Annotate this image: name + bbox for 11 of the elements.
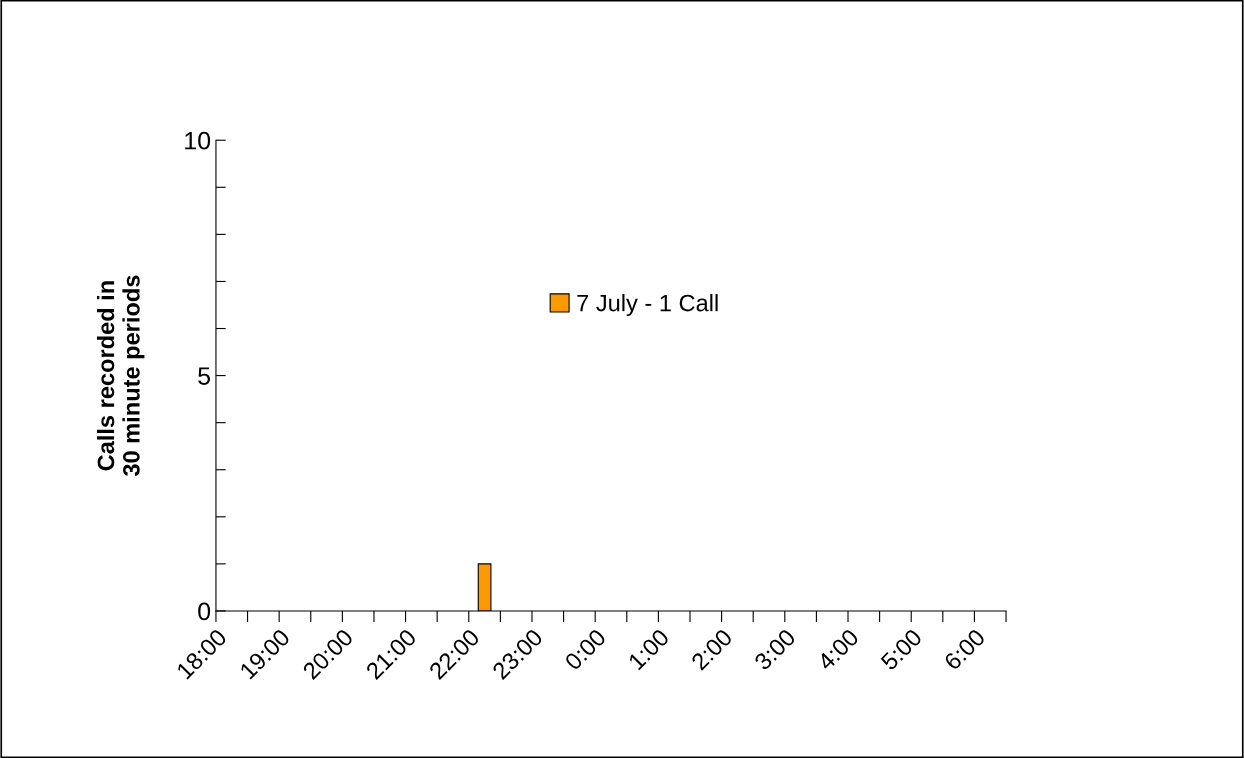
x-tick-label: 6:00: [943, 628, 987, 671]
y-tick-label: 5: [198, 367, 211, 385]
y-tick-label: 10: [185, 131, 211, 150]
legend-label: 7 July - 1 Call: [577, 294, 718, 317]
x-tick-label: 4:00: [816, 628, 860, 672]
x-tick-label: 3:00: [753, 628, 797, 672]
y-tick-label: 0: [198, 602, 211, 621]
x-tick-label: 1:00: [627, 628, 671, 671]
x-tick-label: 0:00: [563, 628, 607, 672]
y-axis-title: Calls recorded in 30 minute periods: [96, 275, 145, 477]
x-tick-label: 5:00: [879, 628, 923, 672]
